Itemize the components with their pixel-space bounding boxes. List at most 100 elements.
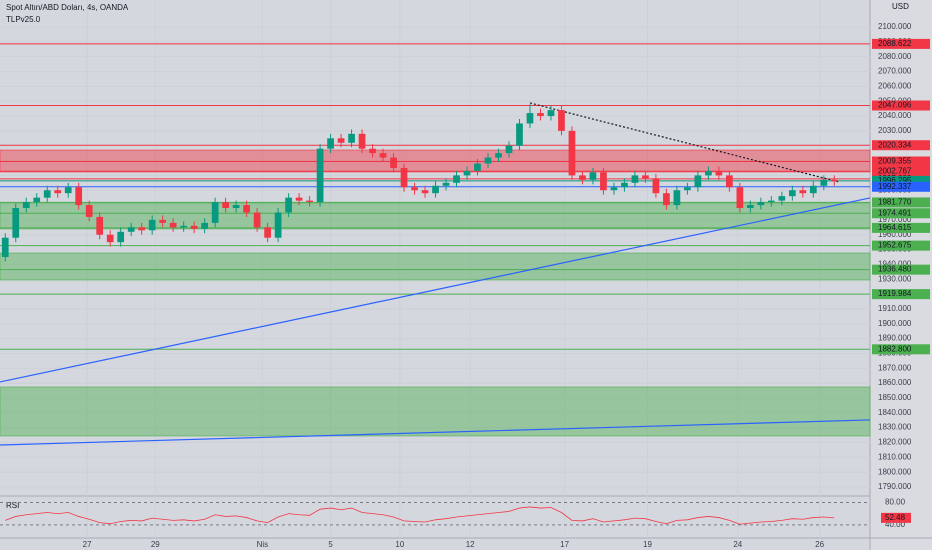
y-tick-label: 2070.000 [878,67,912,76]
candle-body [327,138,334,149]
level-label: 2088.622 [878,39,912,48]
candle-body [726,175,733,188]
zone [0,252,871,281]
candle-body [180,225,188,228]
trendline [529,102,840,183]
candle-body [12,208,20,238]
y-tick-label: 1790.000 [878,482,912,491]
candle-body [442,182,450,186]
currency: USD [892,2,909,11]
level-label-bg [872,289,930,300]
level-label-bg [872,208,930,219]
candle-body [1,237,9,257]
x-tick-label: 26 [815,540,824,549]
indicator-name: TLPv25.0 [6,15,41,24]
candle-body [830,179,838,182]
level-label-bg [872,222,930,233]
y-tick-label: 1850.000 [878,393,912,402]
candle-body [33,197,41,203]
candle-body [316,148,324,203]
candle-body [463,170,471,176]
candle-body [138,227,146,231]
candle-body [159,219,167,223]
candle-body [484,157,492,164]
level-label: 1882.800 [878,344,912,353]
candle-body [537,113,544,117]
candle-body [106,234,114,243]
y-tick-label: 1890.000 [878,334,912,343]
candle-body [22,202,30,209]
candle-body [211,202,219,223]
candle-body [96,216,104,235]
x-tick-label: 19 [643,540,652,549]
candle-body [43,190,51,198]
x-tick-label: 29 [151,540,160,549]
candle-body [474,163,481,171]
y-tick-label: 1810.000 [878,452,912,461]
y-tick-label: 1900.000 [878,319,912,328]
candle-body [715,170,723,176]
candle-body [558,110,565,131]
candle-body [295,197,303,201]
x-tick-label: 17 [560,540,569,549]
candle-body [767,200,775,203]
candle-body [390,157,397,168]
candle-body [799,190,807,194]
candle-body [788,190,796,197]
candle-body [652,178,660,194]
level-label: 1964.615 [878,223,912,232]
candle-body [568,130,576,176]
candle-body [642,175,649,179]
y-tick-label: 1910.000 [878,304,912,313]
level-label: 2020.334 [878,140,912,149]
candle-body [600,172,607,191]
level-label-bg [872,264,930,275]
candle-body [495,153,502,158]
candle-body [621,182,628,188]
y-tick-label: 1940.000 [878,260,912,269]
x-tick-label: 10 [395,540,404,549]
zone [0,202,871,230]
zone [0,149,871,173]
candle-body [747,205,754,209]
candle-body [285,197,292,213]
candle-body [684,187,691,191]
candle-body [127,227,135,232]
candle-body [589,172,597,180]
y-tick-label: 1800.000 [878,467,912,476]
candle-body [631,175,639,183]
candle-body [516,123,523,146]
y-tick-label: 2030.000 [878,126,912,135]
y-tick-label: 2040.000 [878,111,912,120]
candle-body [579,175,586,180]
candle-body [348,133,355,143]
level-label-bg [872,38,930,49]
candle-body [64,187,72,194]
trendline [0,419,871,446]
level-label: 1996.295 [878,176,912,185]
candle-body [369,148,376,154]
candle-body [222,202,229,209]
zone [0,386,871,437]
candle-body [421,190,429,194]
candle-body [757,202,765,206]
level-label-bg [872,240,930,251]
candle-body [243,205,250,213]
rsi-title: RSI [6,501,19,510]
level-label: 1974.491 [878,208,912,217]
price-axis-panel [870,0,932,550]
level-label-bg [872,166,930,177]
level-label: 2009.355 [878,157,912,166]
rsi-tick-label: 80.00 [885,498,906,507]
candle-body [337,138,345,143]
rsi-value-label: 52.48 [885,513,906,522]
candle-body [705,170,712,176]
level-label-bg [872,100,930,111]
y-tick-label: 2100.000 [878,22,912,31]
candle-body [358,133,366,149]
y-tick-label: 1820.000 [878,438,912,447]
y-tick-label: 1860.000 [878,378,912,387]
candle-body [547,110,555,117]
candle-body [264,227,271,238]
candle-body [253,212,261,228]
